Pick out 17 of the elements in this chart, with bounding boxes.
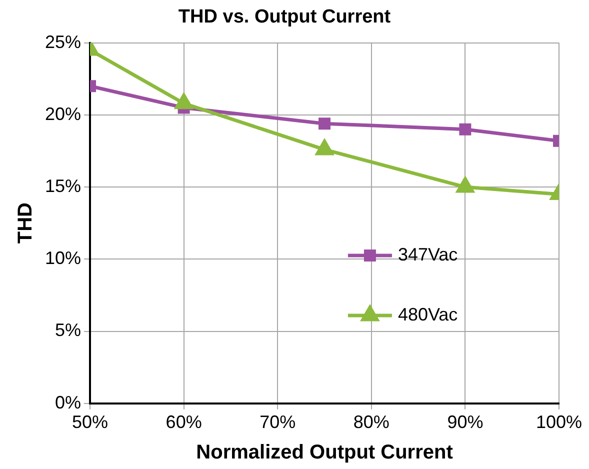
y-tick-label: 5%: [55, 320, 82, 340]
x-tick-label: 90%: [447, 412, 484, 432]
y-axis-title: THD: [14, 202, 37, 244]
y-tick-label: 25%: [44, 32, 82, 52]
x-axis-title: Normalized Output Current: [196, 442, 454, 464]
legend-label: 480Vac: [398, 304, 458, 325]
y-tick-label: 0%: [55, 392, 82, 412]
legend-label: 347Vac: [398, 244, 458, 265]
x-tick-label: 100%: [536, 412, 582, 432]
x-tick-label: 70%: [260, 412, 296, 432]
chart-title: THD vs. Output Current: [178, 6, 392, 28]
x-tick-label: 50%: [72, 412, 108, 432]
y-tick-label: 20%: [44, 104, 82, 124]
x-tick-label: 60%: [166, 412, 202, 432]
y-tick-label: 15%: [44, 176, 82, 196]
x-tick-label: 80%: [353, 412, 390, 432]
y-tick-label: 10%: [44, 248, 82, 268]
